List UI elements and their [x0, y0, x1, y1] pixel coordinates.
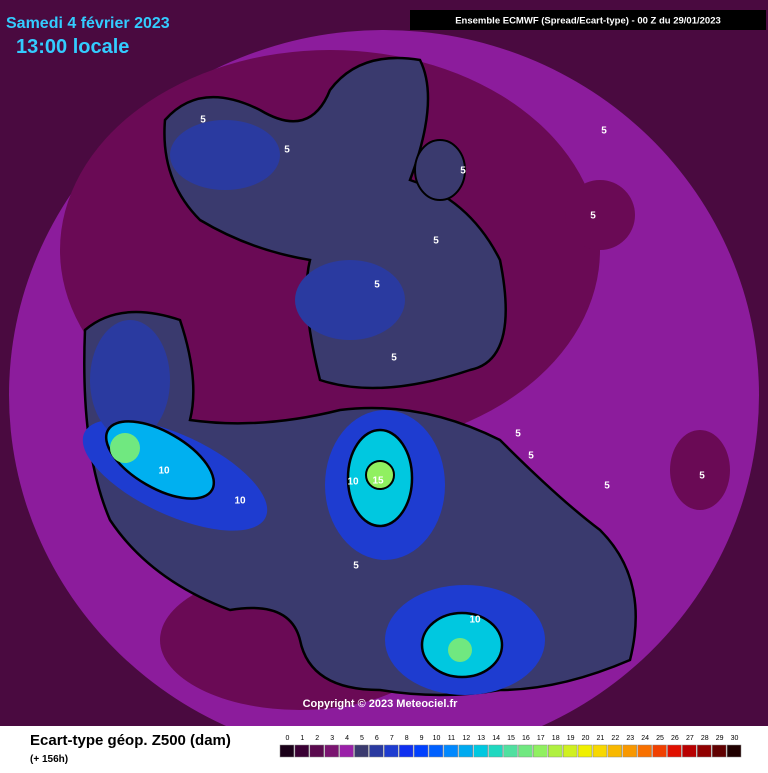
scale-label: 22 — [611, 735, 619, 742]
scale-label: 0 — [285, 735, 289, 742]
contour-label: 5 — [590, 211, 596, 222]
contour-label: 5 — [601, 126, 607, 137]
contour-label: 10 — [158, 466, 170, 477]
contour-label: 5 — [391, 353, 397, 364]
contour-label: 5 — [528, 451, 534, 462]
scale-swatch — [488, 744, 503, 758]
contour-label: 5 — [353, 561, 359, 572]
scale-label: 5 — [360, 735, 364, 742]
scale-label: 27 — [686, 735, 694, 742]
scale-label: 6 — [375, 735, 379, 742]
scale-label: 25 — [656, 735, 664, 742]
scale-label: 16 — [522, 735, 530, 742]
field-blue — [82, 120, 545, 695]
scale-swatch — [354, 744, 369, 758]
scale-label: 26 — [671, 735, 679, 742]
field-maroon — [565, 180, 635, 250]
scale-swatch — [726, 744, 742, 758]
model-box — [410, 10, 766, 30]
scale-swatch — [443, 744, 459, 758]
legend-title: Ecart-type géop. Z500 (dam) — [30, 732, 231, 749]
scale-swatch — [473, 744, 488, 758]
scale-label: 13 — [477, 735, 485, 742]
scale-swatch — [309, 744, 324, 758]
contour-label: 5 — [284, 145, 290, 156]
scale-label: 14 — [492, 735, 500, 742]
scale-swatch — [428, 744, 444, 758]
field-slate — [414, 139, 466, 201]
scale-swatch — [369, 744, 384, 758]
field-green — [110, 433, 472, 662]
scale-label: 30 — [731, 735, 739, 742]
scale-label: 9 — [420, 735, 424, 742]
copyright: Copyright © 2023 Meteociel.fr — [303, 698, 459, 710]
scale-label: 28 — [701, 735, 709, 742]
scale-label: 15 — [507, 735, 515, 742]
contour-label: 15 — [372, 476, 384, 487]
scale-label: 21 — [597, 735, 605, 742]
scale-label: 11 — [448, 735, 455, 742]
scale-swatch — [413, 744, 429, 758]
scale-swatch — [279, 744, 295, 758]
scale-label: 10 — [433, 735, 441, 742]
scale-swatch — [384, 744, 399, 758]
scale-swatch — [533, 744, 548, 758]
scale-swatch — [339, 744, 354, 758]
scale-label: 19 — [567, 735, 575, 742]
date-title: Samedi 4 février 2023 — [6, 15, 170, 32]
contour-label: 5 — [433, 236, 439, 247]
scale-swatch — [697, 744, 712, 758]
scale-swatch — [503, 744, 518, 758]
model-title: Ensemble ECMWF (Spread/Ecart-type) - 00 … — [455, 16, 721, 27]
contour-label: 5 — [699, 471, 705, 482]
contour-label: 5 — [515, 429, 521, 440]
scale-label: 29 — [716, 735, 724, 742]
scale-label: 12 — [462, 735, 470, 742]
scale-swatch — [294, 744, 310, 758]
scale-label: 20 — [582, 735, 590, 742]
scale-swatch — [667, 744, 682, 758]
scale-swatch — [324, 744, 339, 758]
scale-swatch — [562, 744, 578, 758]
contour-label: 10 — [469, 615, 481, 626]
scale-label: 3 — [330, 735, 334, 742]
legend-lead: (+ 156h) — [30, 754, 68, 765]
contour-label: 5 — [200, 115, 206, 126]
field-maroon — [670, 430, 730, 510]
scale-label: 17 — [537, 735, 545, 742]
scale-label: 8 — [405, 735, 409, 742]
contour-label: 10 — [347, 477, 359, 488]
scale-swatch — [682, 744, 697, 758]
scale-label: 18 — [552, 735, 560, 742]
contour-label: 5 — [374, 280, 380, 291]
scale-swatch — [398, 744, 414, 758]
scale-swatch — [711, 744, 727, 758]
scale-label: 24 — [641, 735, 649, 742]
contour-label: 10 — [234, 496, 246, 507]
contour-label: 5 — [460, 166, 466, 177]
scale-swatch — [637, 744, 652, 758]
scale-swatch — [518, 744, 533, 758]
scale-swatch — [548, 744, 563, 758]
scale-label: 4 — [345, 735, 349, 742]
scale-label: 7 — [390, 735, 394, 742]
scale-swatch — [652, 744, 667, 758]
color-scale: 0 1 2 3 4 5 6 7 8 9 10 11 12 13 14 15 16 17 18 19 20 21 22 23 24… — [279, 735, 742, 758]
scale-swatch — [607, 744, 623, 758]
scale-label: 1 — [300, 735, 304, 742]
scale-swatch — [577, 744, 593, 758]
scale-swatch — [622, 744, 637, 758]
scale-label: 2 — [315, 735, 319, 742]
scale-label: 23 — [626, 735, 634, 742]
scale-swatch — [458, 744, 473, 758]
time-title: 13:00 locale — [16, 36, 129, 58]
scale-swatch — [592, 744, 608, 758]
contour-label: 5 — [604, 481, 610, 492]
